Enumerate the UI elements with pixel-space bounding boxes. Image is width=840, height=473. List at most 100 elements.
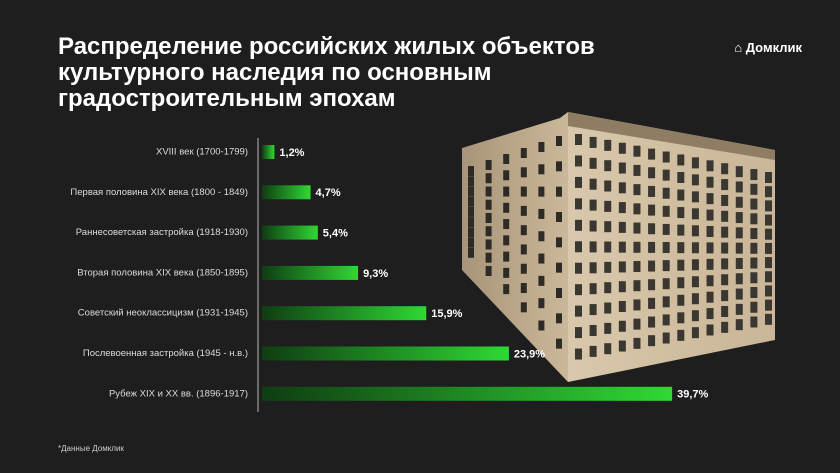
- building-illustration: [462, 112, 775, 382]
- category-label: Рубеж XIX и XX вв. (1896-1917): [109, 388, 248, 399]
- window: [556, 212, 562, 222]
- window: [765, 172, 772, 183]
- window: [706, 291, 714, 303]
- window: [520, 244, 527, 255]
- window: [604, 221, 612, 233]
- window: [662, 242, 670, 254]
- window: [556, 262, 562, 273]
- window: [662, 296, 670, 308]
- bar: [262, 225, 318, 240]
- window: [735, 181, 743, 193]
- window: [468, 217, 474, 228]
- window: [485, 212, 492, 223]
- window: [765, 242, 772, 254]
- window: [520, 225, 527, 236]
- window: [468, 166, 474, 176]
- window: [633, 145, 641, 157]
- window: [721, 321, 729, 333]
- window: [735, 166, 743, 178]
- window: [633, 280, 641, 292]
- window: [750, 228, 758, 240]
- window: [538, 320, 545, 331]
- window: [735, 196, 743, 208]
- window: [633, 184, 641, 196]
- window: [706, 324, 714, 336]
- window: [604, 241, 612, 253]
- window: [648, 279, 656, 291]
- window: [604, 282, 612, 294]
- window: [662, 169, 670, 181]
- window: [765, 214, 772, 226]
- window: [618, 340, 626, 352]
- window: [618, 182, 626, 194]
- window: [765, 271, 772, 283]
- window: [706, 225, 714, 237]
- brand-name: Домклик: [745, 40, 802, 55]
- window: [618, 202, 626, 214]
- window: [575, 241, 582, 253]
- window: [589, 178, 597, 190]
- window: [589, 283, 597, 295]
- window: [575, 348, 582, 360]
- window: [618, 241, 626, 253]
- window: [706, 160, 714, 172]
- value-label: 4,7%: [316, 187, 341, 199]
- bar: [262, 265, 359, 280]
- window: [648, 335, 656, 347]
- window: [662, 260, 670, 272]
- window: [589, 345, 597, 357]
- window: [503, 251, 510, 262]
- window: [721, 242, 729, 254]
- window: [721, 194, 729, 206]
- window: [677, 294, 685, 306]
- window: [618, 162, 626, 174]
- window: [485, 252, 492, 263]
- window: [735, 257, 743, 269]
- window: [468, 196, 474, 207]
- window: [485, 160, 492, 170]
- value-label: 9,3%: [363, 268, 388, 280]
- window: [538, 298, 545, 309]
- window: [677, 277, 685, 289]
- window: [589, 136, 597, 148]
- window: [520, 148, 527, 158]
- window: [556, 288, 562, 298]
- window: [750, 242, 758, 254]
- window: [604, 261, 612, 273]
- window: [633, 299, 641, 311]
- window: [706, 275, 714, 287]
- window: [520, 302, 527, 313]
- window: [538, 142, 545, 152]
- window: [618, 281, 626, 293]
- window: [648, 223, 656, 235]
- window: [575, 327, 582, 339]
- window: [633, 241, 641, 253]
- window: [538, 208, 545, 219]
- window: [485, 173, 492, 184]
- window: [750, 183, 758, 195]
- window: [662, 205, 670, 217]
- window: [589, 304, 597, 316]
- window: [765, 285, 772, 297]
- window: [589, 157, 597, 169]
- chart-title: Распределение российских жилых объектов …: [58, 33, 595, 112]
- window: [485, 186, 492, 197]
- window: [538, 164, 545, 175]
- window: [750, 198, 758, 210]
- category-label: Раннесоветская застройка (1918-1930): [76, 227, 248, 238]
- window: [691, 208, 699, 220]
- window: [691, 293, 699, 305]
- window: [503, 284, 510, 295]
- window: [604, 160, 612, 172]
- category-label: Вторая половина XIX века (1850-1895): [77, 267, 248, 278]
- value-label: 39,7%: [677, 389, 708, 401]
- window: [575, 305, 582, 317]
- window: [503, 219, 510, 230]
- window: [750, 316, 758, 328]
- window: [604, 343, 612, 355]
- window: [538, 186, 545, 197]
- window: [556, 237, 562, 248]
- window: [633, 337, 641, 349]
- window: [604, 322, 612, 334]
